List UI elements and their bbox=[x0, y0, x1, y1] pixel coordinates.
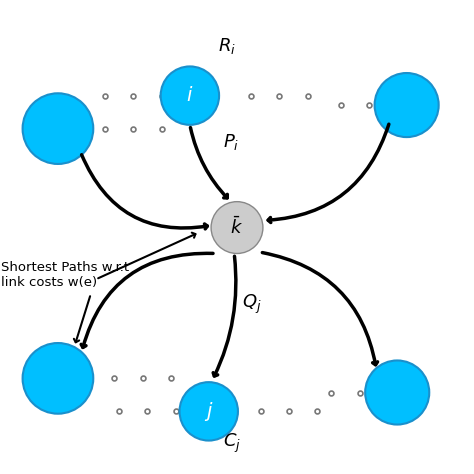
Circle shape bbox=[161, 66, 219, 125]
Circle shape bbox=[23, 93, 93, 164]
Circle shape bbox=[23, 343, 93, 414]
Text: $j$: $j$ bbox=[204, 400, 213, 423]
Text: $R_i$: $R_i$ bbox=[218, 36, 236, 56]
Text: Shortest Paths w.r.t
link costs w(e): Shortest Paths w.r.t link costs w(e) bbox=[1, 261, 129, 289]
Text: $i$: $i$ bbox=[186, 86, 193, 105]
Text: $\bar{k}$: $\bar{k}$ bbox=[230, 217, 244, 238]
Circle shape bbox=[365, 360, 429, 425]
Text: $P_i$: $P_i$ bbox=[223, 132, 239, 153]
Text: $C_j$: $C_j$ bbox=[223, 431, 241, 455]
Circle shape bbox=[211, 201, 263, 254]
Text: $Q_j$: $Q_j$ bbox=[242, 292, 261, 316]
Circle shape bbox=[180, 382, 238, 440]
Circle shape bbox=[374, 73, 438, 137]
